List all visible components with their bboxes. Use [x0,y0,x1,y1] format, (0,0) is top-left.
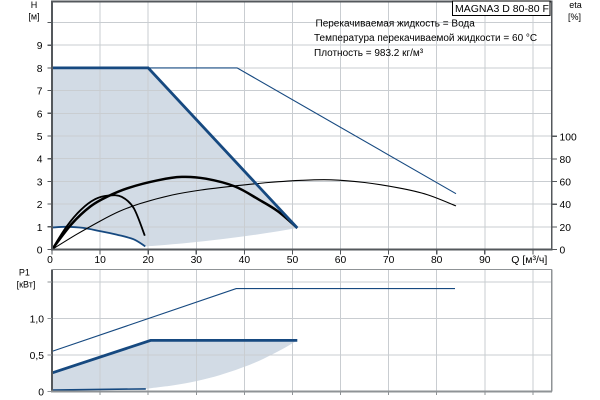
svg-text:20: 20 [142,255,154,266]
svg-text:10: 10 [94,255,106,266]
svg-text:[%]: [%] [568,12,581,22]
svg-text:0: 0 [47,255,53,266]
svg-text:60: 60 [560,178,572,189]
svg-text:0: 0 [560,246,566,257]
svg-text:0: 0 [37,246,43,257]
svg-text:2: 2 [37,200,43,211]
svg-text:[кВт]: [кВт] [17,279,36,289]
svg-text:5: 5 [37,132,43,143]
svg-text:100: 100 [560,132,577,143]
svg-text:90: 90 [479,255,491,266]
svg-text:Температура перекачиваемой жид: Температура перекачиваемой жидкости = 60… [314,33,537,44]
svg-text:MAGNA3 D 80-80 F: MAGNA3 D 80-80 F [455,3,549,15]
svg-text:60: 60 [335,255,347,266]
svg-text:50: 50 [287,255,299,266]
svg-text:0: 0 [38,388,44,399]
svg-text:0,5: 0,5 [30,351,45,362]
svg-text:3: 3 [37,177,43,188]
svg-text:70: 70 [383,255,395,266]
svg-text:80: 80 [431,255,443,266]
svg-text:4: 4 [37,155,43,166]
svg-text:P1: P1 [19,267,30,277]
svg-text:eta: eta [569,0,582,10]
svg-text:80: 80 [560,155,572,166]
svg-text:7: 7 [37,87,43,98]
svg-text:9: 9 [37,41,43,52]
svg-text:6: 6 [37,109,43,120]
svg-text:40: 40 [560,200,572,211]
svg-text:30: 30 [191,255,203,266]
svg-text:8: 8 [37,64,43,75]
svg-text:Плотность = 983.2 кг/м³: Плотность = 983.2 кг/м³ [314,48,424,59]
svg-text:40: 40 [239,255,251,266]
svg-text:20: 20 [560,223,572,234]
svg-text:1,0: 1,0 [30,315,45,326]
svg-text:1: 1 [37,223,43,234]
svg-text:Перекачиваемая жидкость = Вода: Перекачиваемая жидкость = Вода [316,18,476,29]
svg-text:[м]: [м] [28,12,39,22]
svg-text:Q [м³/ч]: Q [м³/ч] [511,254,547,266]
svg-text:H: H [31,0,38,10]
